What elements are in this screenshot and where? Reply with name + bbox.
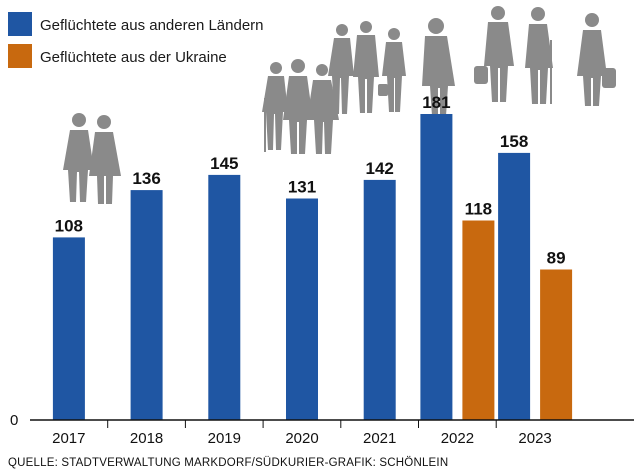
value-label-ukraine-2022: 118 (465, 200, 492, 219)
value-label-other-2023: 158 (500, 132, 528, 151)
bar-other-2022 (420, 114, 453, 420)
legend-label-other: Geflüchtete aus anderen Ländern (40, 17, 264, 34)
x-tick-label-2021: 2021 (363, 430, 396, 447)
bar-other-2018 (130, 190, 163, 420)
value-label-other-2017: 108 (55, 216, 83, 235)
source-credit: QUELLE: STADTVERWALTUNG MARKDORF/SÜDKURI… (8, 457, 448, 469)
value-labels-group: 108 136 145 131 142 181 118 158 89 (55, 93, 566, 268)
value-label-other-2018: 136 (132, 169, 160, 188)
x-tick-label-2020: 2020 (285, 430, 318, 447)
legend-swatch-other (8, 12, 32, 36)
value-label-ukraine-2023: 89 (547, 249, 566, 268)
value-label-other-2019: 145 (210, 154, 238, 173)
x-tick-label-2019: 2019 (208, 430, 241, 447)
legend-swatch-ukraine (8, 44, 32, 68)
legend-label-ukraine: Geflüchtete aus der Ukraine (40, 49, 227, 66)
x-axis-ticks: 2017 2018 2019 2020 2021 2022 2023 (52, 420, 552, 447)
value-label-other-2022: 181 (422, 93, 450, 112)
bars-group (52, 114, 573, 420)
bar-ukraine-2022 (462, 220, 495, 420)
bar-other-2017 (52, 237, 85, 420)
x-tick-label-2018: 2018 (130, 430, 163, 447)
x-tick-label-2017: 2017 (52, 430, 85, 447)
bar-other-2019 (208, 174, 241, 420)
bar-other-2023 (498, 152, 531, 420)
value-label-other-2020: 131 (288, 178, 316, 197)
value-label-other-2021: 142 (366, 159, 394, 178)
people-silhouettes-icon (63, 6, 616, 204)
bar-other-2021 (363, 179, 396, 420)
x-tick-label-2023: 2023 (518, 430, 551, 447)
bar-ukraine-2023 (540, 269, 573, 420)
bar-other-2020 (286, 198, 318, 420)
x-tick-label-2022: 2022 (441, 430, 474, 447)
y-axis-zero-label: 0 (10, 412, 18, 429)
legend: Geflüchtete aus anderen Ländern Geflücht… (8, 12, 264, 68)
